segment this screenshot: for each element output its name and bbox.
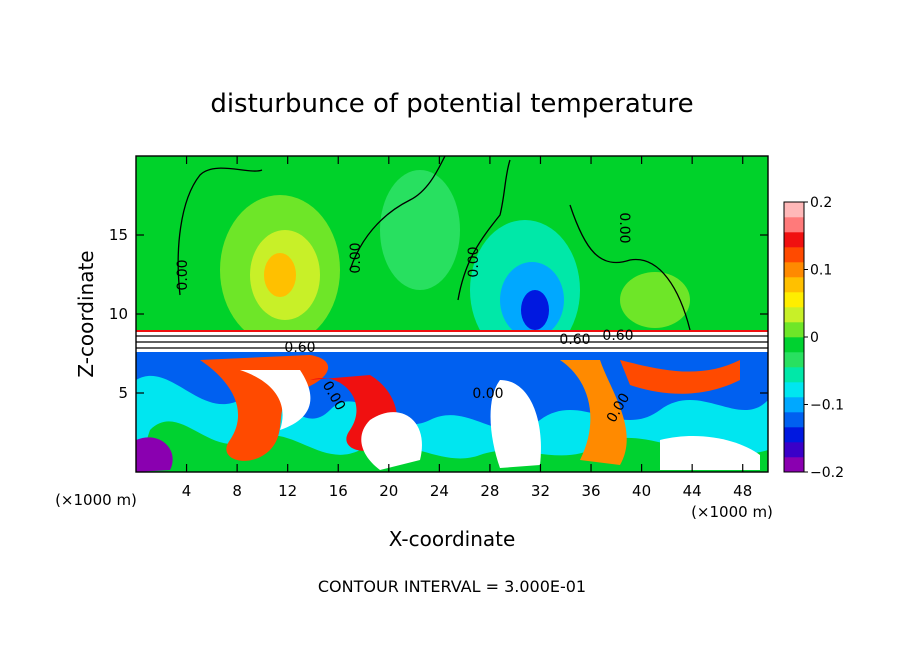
contour-label: 0.00: [175, 259, 191, 290]
contour-interval-footer: CONTOUR INTERVAL = 3.000E-01: [318, 577, 586, 596]
lower-white-patch-2: [361, 412, 422, 470]
contour-label: 0.60: [284, 340, 315, 356]
x-tick-label: 12: [278, 482, 297, 500]
x-tick-label: 36: [581, 482, 600, 500]
colorbar-swatch: [784, 442, 804, 458]
colorbar-swatch: [784, 457, 804, 473]
contour-label: 0.60: [559, 332, 590, 348]
y-axis-ticks: 5 10 15: [109, 226, 768, 402]
contour-label: 0.60: [602, 328, 633, 344]
contour-zero-4: [569, 204, 691, 331]
colorbar-swatch: [784, 202, 804, 218]
contour-label: 0.00: [466, 246, 482, 277]
x-tick-label: 16: [329, 482, 348, 500]
colorbar-swatch: [784, 292, 804, 308]
x-unit-left: (×1000 m): [55, 491, 137, 509]
lower-warm-swirl-4: [620, 360, 740, 394]
x-tick-label: 20: [379, 482, 398, 500]
x-tick-label: 48: [733, 482, 752, 500]
colorbar-swatch: [784, 217, 804, 233]
x-tick-label: 28: [480, 482, 499, 500]
contour-zero-2: [349, 156, 446, 271]
lower-white-patch-3: [490, 380, 541, 468]
x-tick-label: 4: [182, 482, 192, 500]
colorbar-tick-label: −0.1: [810, 398, 844, 414]
colorbar-swatch: [784, 307, 804, 323]
colorbar-swatch: [784, 382, 804, 398]
lower-purple-patch: [136, 437, 173, 472]
colorbar-ticks: −0.2 −0.1 0 0.1 0.2: [804, 195, 844, 481]
colorbar-swatch: [784, 352, 804, 368]
colorbar-swatch: [784, 262, 804, 278]
x-axis-ticks: 4 8 12 16 20 24 28 32 36 40 44 48: [182, 156, 752, 500]
colorbar-tick-label: 0.1: [810, 263, 832, 279]
contour-zero-1: [177, 167, 263, 296]
colorbar-swatch: [784, 322, 804, 338]
lower-white-patch-4: [660, 435, 760, 470]
colorbar: [784, 202, 804, 473]
lower-white-patch-1: [240, 370, 311, 430]
colorbar-swatch: [784, 277, 804, 293]
colorbar-swatch: [784, 232, 804, 248]
x-tick-label: 24: [430, 482, 449, 500]
x-tick-label: 32: [531, 482, 550, 500]
y-tick-label: 15: [109, 226, 128, 244]
x-tick-label: 44: [683, 482, 702, 500]
contour-label: 0.00: [348, 242, 364, 273]
colorbar-swatch: [784, 412, 804, 428]
chart-title: disturbunce of potential temperature: [210, 89, 693, 119]
y-axis-label: Z-coordinate: [74, 250, 98, 377]
colorbar-swatch: [784, 247, 804, 263]
slight-cold-patch: [380, 170, 460, 290]
warm-anomaly-core: [264, 253, 296, 297]
lower-warm-swirl-3: [560, 360, 627, 465]
colorbar-swatch: [784, 427, 804, 443]
plot-area: [136, 156, 768, 472]
colorbar-swatch: [784, 367, 804, 383]
contour-label: 0.00: [616, 212, 632, 243]
contour-zero-3: [457, 159, 511, 301]
colorbar-tick-label: −0.2: [810, 465, 844, 481]
colorbar-swatch: [784, 397, 804, 413]
x-unit-right: (×1000 m): [691, 503, 773, 521]
inversion-top-edge: [136, 330, 768, 332]
colorbar-tick-label: 0: [810, 330, 819, 346]
colorbar-tick-label: 0.2: [810, 195, 832, 211]
x-tick-label: 8: [232, 482, 242, 500]
inversion-band: [136, 330, 768, 352]
x-axis-label: X-coordinate: [389, 527, 516, 551]
colorbar-swatch: [784, 337, 804, 353]
x-tick-label: 40: [632, 482, 651, 500]
contour-label: 0.00: [472, 386, 503, 402]
y-tick-label: 5: [118, 384, 128, 402]
y-tick-label: 10: [109, 305, 128, 323]
cold-anomaly-core: [521, 290, 549, 330]
